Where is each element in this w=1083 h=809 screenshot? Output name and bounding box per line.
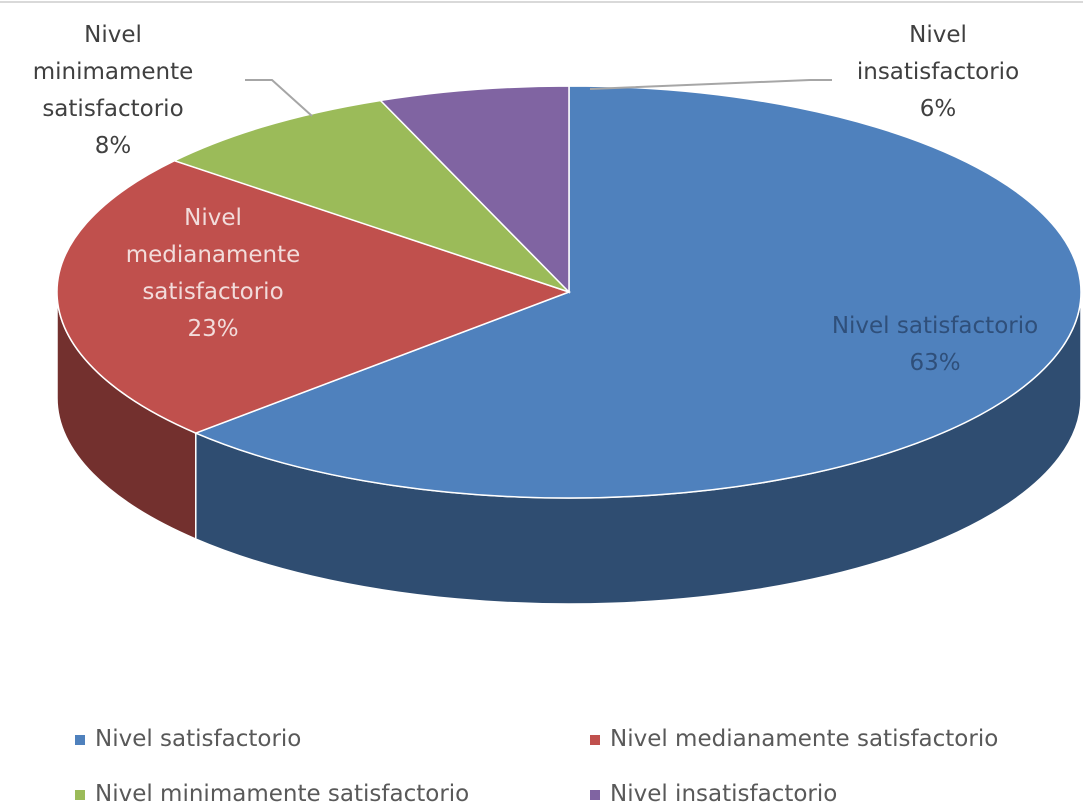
data-label: Nivel medianamente satisfactorio 23% — [113, 200, 313, 348]
label-value: 63% — [909, 350, 961, 376]
legend-label: Nivel insatisfactorio — [610, 781, 838, 807]
pie-slice — [56, 159, 572, 434]
legend-swatch — [590, 734, 600, 745]
legend-label: Nivel minimamente satisfactorio — [95, 781, 470, 807]
pie-slice — [378, 85, 570, 294]
legend-swatch — [590, 789, 600, 800]
label-value: 6% — [919, 96, 957, 122]
legend-swatch — [75, 734, 85, 745]
label-category: Nivel medianamente satisfactorio — [125, 205, 301, 305]
legend-label: Nivel medianamente satisfactorio — [610, 726, 999, 752]
data-label: Nivel minimamente satisfactorio 8% — [13, 17, 213, 165]
leader-line — [589, 79, 832, 90]
pie-tops — [56, 85, 1082, 499]
legend-entry: Nivel medianamente satisfactorio — [590, 726, 998, 752]
pie-slice — [193, 85, 1082, 499]
legend-entry: Nivel satisfactorio — [75, 726, 301, 752]
legend-entry: Nivel insatisfactorio — [590, 781, 837, 807]
legend-label: Nivel satisfactorio — [95, 726, 302, 752]
label-category: Nivel insatisfactorio — [856, 22, 1020, 85]
data-label: Nivel satisfactorio 63% — [790, 308, 1080, 382]
label-category: Nivel satisfactorio — [831, 313, 1039, 339]
label-value: 8% — [94, 133, 132, 159]
leader-line — [245, 79, 313, 117]
legend-swatch — [75, 789, 85, 800]
label-value: 23% — [187, 316, 239, 342]
legend-entry: Nivel minimamente satisfactorio — [75, 781, 469, 807]
label-category: Nivel minimamente satisfactorio — [32, 22, 194, 122]
data-label: Nivel insatisfactorio 6% — [828, 17, 1048, 128]
pie-slice — [172, 99, 570, 293]
